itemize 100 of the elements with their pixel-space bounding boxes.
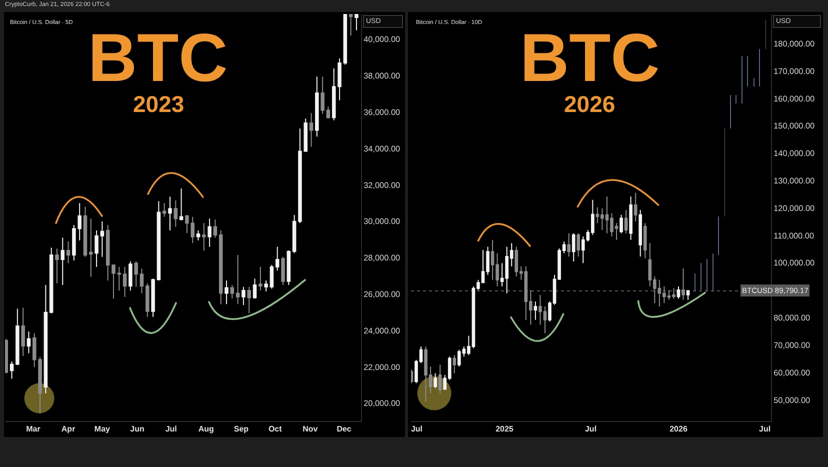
candlestick <box>218 230 223 305</box>
candlestick <box>174 200 178 228</box>
x-tick-label: 2026 <box>670 424 688 434</box>
y-tick-label: 140,000.00 <box>774 149 816 158</box>
x-tick-label: Oct <box>268 424 282 434</box>
candlestick <box>196 230 200 241</box>
candlestick <box>55 248 59 284</box>
y-tick-label: 34,000.00 <box>364 144 401 154</box>
candlestick <box>83 206 88 258</box>
candlestick <box>264 280 268 292</box>
x-tick-label: Jul <box>584 424 597 434</box>
candlestick <box>281 256 285 286</box>
y-tick-label: 130,000.00 <box>774 176 816 186</box>
candlestick <box>122 266 127 298</box>
y-tick-label: 70,000.00 <box>774 340 811 350</box>
y-tick-label: 160,000.00 <box>774 94 816 104</box>
candlestick <box>213 219 218 238</box>
candlestick <box>275 246 280 271</box>
candlestick <box>354 14 358 31</box>
candlestick <box>452 354 456 374</box>
candlestick <box>89 218 93 278</box>
x-tick-label: Jun <box>130 424 144 434</box>
candlestick <box>247 286 251 314</box>
candlestick <box>168 196 172 231</box>
y-tick-label: 120,000.00 <box>774 204 816 213</box>
candlestick <box>94 230 98 268</box>
y-tick-label: 150,000.00 <box>774 122 816 131</box>
candlestick <box>140 268 144 294</box>
y-tick-label: 22,000.00 <box>364 362 401 372</box>
candlestick <box>112 264 116 300</box>
candlestick <box>634 192 638 222</box>
y-tick-label: 20,000.00 <box>364 399 401 408</box>
candlestick <box>162 202 166 218</box>
x-tick-label: Dec <box>336 424 352 434</box>
x-tick-label: Apr <box>61 424 76 434</box>
candlestick <box>242 286 246 306</box>
candlestick <box>26 330 31 354</box>
candlestick <box>343 14 348 66</box>
x-tick-label: Jul <box>759 424 771 434</box>
candlestick <box>676 286 680 300</box>
candlestick <box>106 224 110 281</box>
y-tick-label: 60,000.00 <box>774 368 811 378</box>
candlestick <box>117 266 122 291</box>
candlestick <box>567 232 570 258</box>
candlestick <box>320 76 324 114</box>
candlestick <box>624 209 628 234</box>
candlestick <box>5 338 8 374</box>
candlestick <box>309 112 314 148</box>
candlestick <box>236 254 240 305</box>
candlestick <box>156 200 161 281</box>
candlestick <box>128 260 132 291</box>
y-tick-label: 50,000.00 <box>774 396 811 405</box>
candlestick <box>434 372 437 389</box>
candlestick <box>100 220 104 258</box>
x-tick-label: Jul <box>165 424 177 434</box>
y-tick-label: 28,000.00 <box>364 254 401 263</box>
x-tick-label: Nov <box>302 424 318 434</box>
candlestick <box>179 188 184 221</box>
x-tick-label: Sep <box>234 424 249 434</box>
y-tick-label: 36,000.00 <box>364 108 401 117</box>
candlestick <box>643 222 647 259</box>
y-tick-label: 80,000.00 <box>774 314 811 323</box>
candlestick <box>438 364 442 394</box>
candlestick <box>230 284 234 300</box>
candlestick <box>572 232 576 262</box>
x-tick-label: Jul <box>410 424 422 434</box>
y-tick-label: 170,000.00 <box>774 66 816 76</box>
candlestick <box>49 247 54 314</box>
candlestick <box>10 360 14 380</box>
y-tick-label: 180,000.00 <box>774 39 816 48</box>
candlestick <box>208 218 212 248</box>
candlestick <box>66 240 70 264</box>
candlestick <box>151 278 155 318</box>
candlestick <box>534 301 538 320</box>
candlestick <box>258 266 262 291</box>
y-tick-label: 32,000.00 <box>364 180 401 190</box>
y-tick-label: 38,000.00 <box>364 72 401 81</box>
y-tick-label: 40,000.00 <box>364 35 401 44</box>
candlestick <box>252 278 257 300</box>
candlestick <box>44 284 48 394</box>
y-tick-label: 100,000.00 <box>774 258 816 268</box>
candlestick <box>348 14 353 36</box>
candlestick <box>60 237 65 286</box>
candlestick <box>326 106 330 119</box>
candlestick <box>629 196 632 240</box>
candlestick <box>146 282 150 318</box>
x-tick-label: 2025 <box>496 424 514 434</box>
candlestick <box>292 214 296 254</box>
candlestick <box>21 307 25 357</box>
x-tick-label: Mar <box>26 424 40 434</box>
candlestick <box>286 250 291 286</box>
candlestick <box>202 222 206 251</box>
candlestick <box>270 264 274 290</box>
y-tick-label: 26,000.00 <box>364 290 401 299</box>
candlestick <box>134 260 138 288</box>
candlestick <box>638 209 642 258</box>
x-tick-label: Aug <box>198 424 214 434</box>
candlestick <box>620 214 623 234</box>
candlestick <box>16 308 20 366</box>
candlestick <box>315 76 319 138</box>
